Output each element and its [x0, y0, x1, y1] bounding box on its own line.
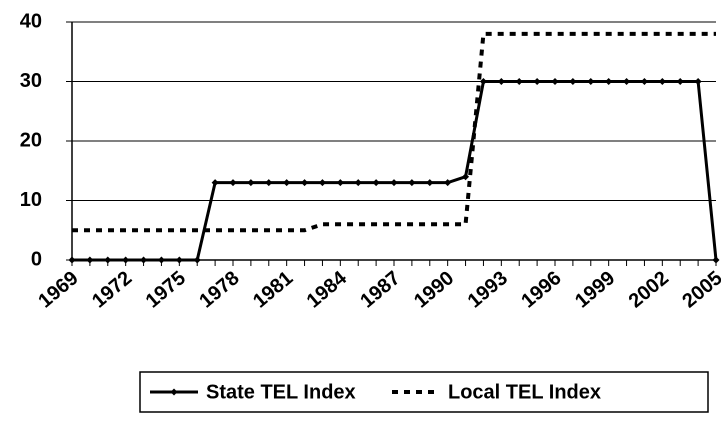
legend-box	[139, 371, 709, 413]
point-marker	[336, 179, 344, 187]
y-tick-label: 0	[31, 248, 42, 270]
point-marker	[390, 179, 398, 187]
series-line	[72, 80, 718, 262]
x-tick-label: 1975	[142, 267, 190, 312]
point-marker	[372, 179, 380, 187]
legend-marker	[170, 388, 178, 396]
point-marker	[354, 179, 362, 187]
point-marker	[247, 179, 255, 187]
point-marker	[318, 179, 326, 187]
y-tick-label: 30	[20, 70, 42, 92]
x-tick-label: 1984	[303, 266, 352, 312]
point-marker	[497, 78, 505, 85]
x-tick-label: 1993	[464, 267, 512, 312]
point-marker	[462, 173, 470, 181]
point-marker	[408, 179, 416, 187]
x-tick-label: 1999	[571, 267, 619, 312]
x-tick-label: 1996	[517, 267, 565, 312]
point-marker	[515, 78, 523, 85]
point-marker	[640, 78, 648, 85]
y-tick-label: 20	[20, 129, 42, 151]
x-tick-label: 1990	[410, 267, 458, 312]
legend-label: State TEL Index	[206, 381, 356, 403]
point-marker	[265, 179, 273, 187]
point-marker	[569, 78, 577, 85]
point-marker	[676, 78, 684, 85]
x-tick-label: 1987	[356, 267, 404, 312]
point-marker	[658, 78, 666, 85]
point-marker	[479, 78, 487, 85]
y-tick-label: 10	[20, 189, 42, 211]
x-tick-label: 1972	[88, 267, 136, 312]
point-marker	[605, 78, 613, 85]
point-marker	[444, 179, 452, 187]
point-marker	[301, 179, 309, 187]
point-marker	[533, 78, 541, 85]
x-tick-label: 1981	[249, 267, 297, 312]
series-line	[72, 31, 716, 233]
x-tick-label: 1969	[34, 267, 82, 312]
point-marker	[694, 78, 702, 85]
x-tick-label: 1978	[195, 267, 243, 312]
point-marker	[587, 78, 595, 85]
y-tick-label: 40	[20, 10, 42, 32]
point-marker	[211, 179, 219, 187]
point-marker	[426, 179, 434, 187]
point-marker	[623, 78, 631, 85]
point-marker	[229, 179, 237, 187]
x-tick-label: 2002	[625, 267, 673, 312]
point-marker	[283, 179, 291, 187]
point-marker	[551, 78, 559, 85]
x-tick-label: 2005	[678, 267, 721, 312]
legend-label: Local TEL Index	[448, 381, 601, 403]
